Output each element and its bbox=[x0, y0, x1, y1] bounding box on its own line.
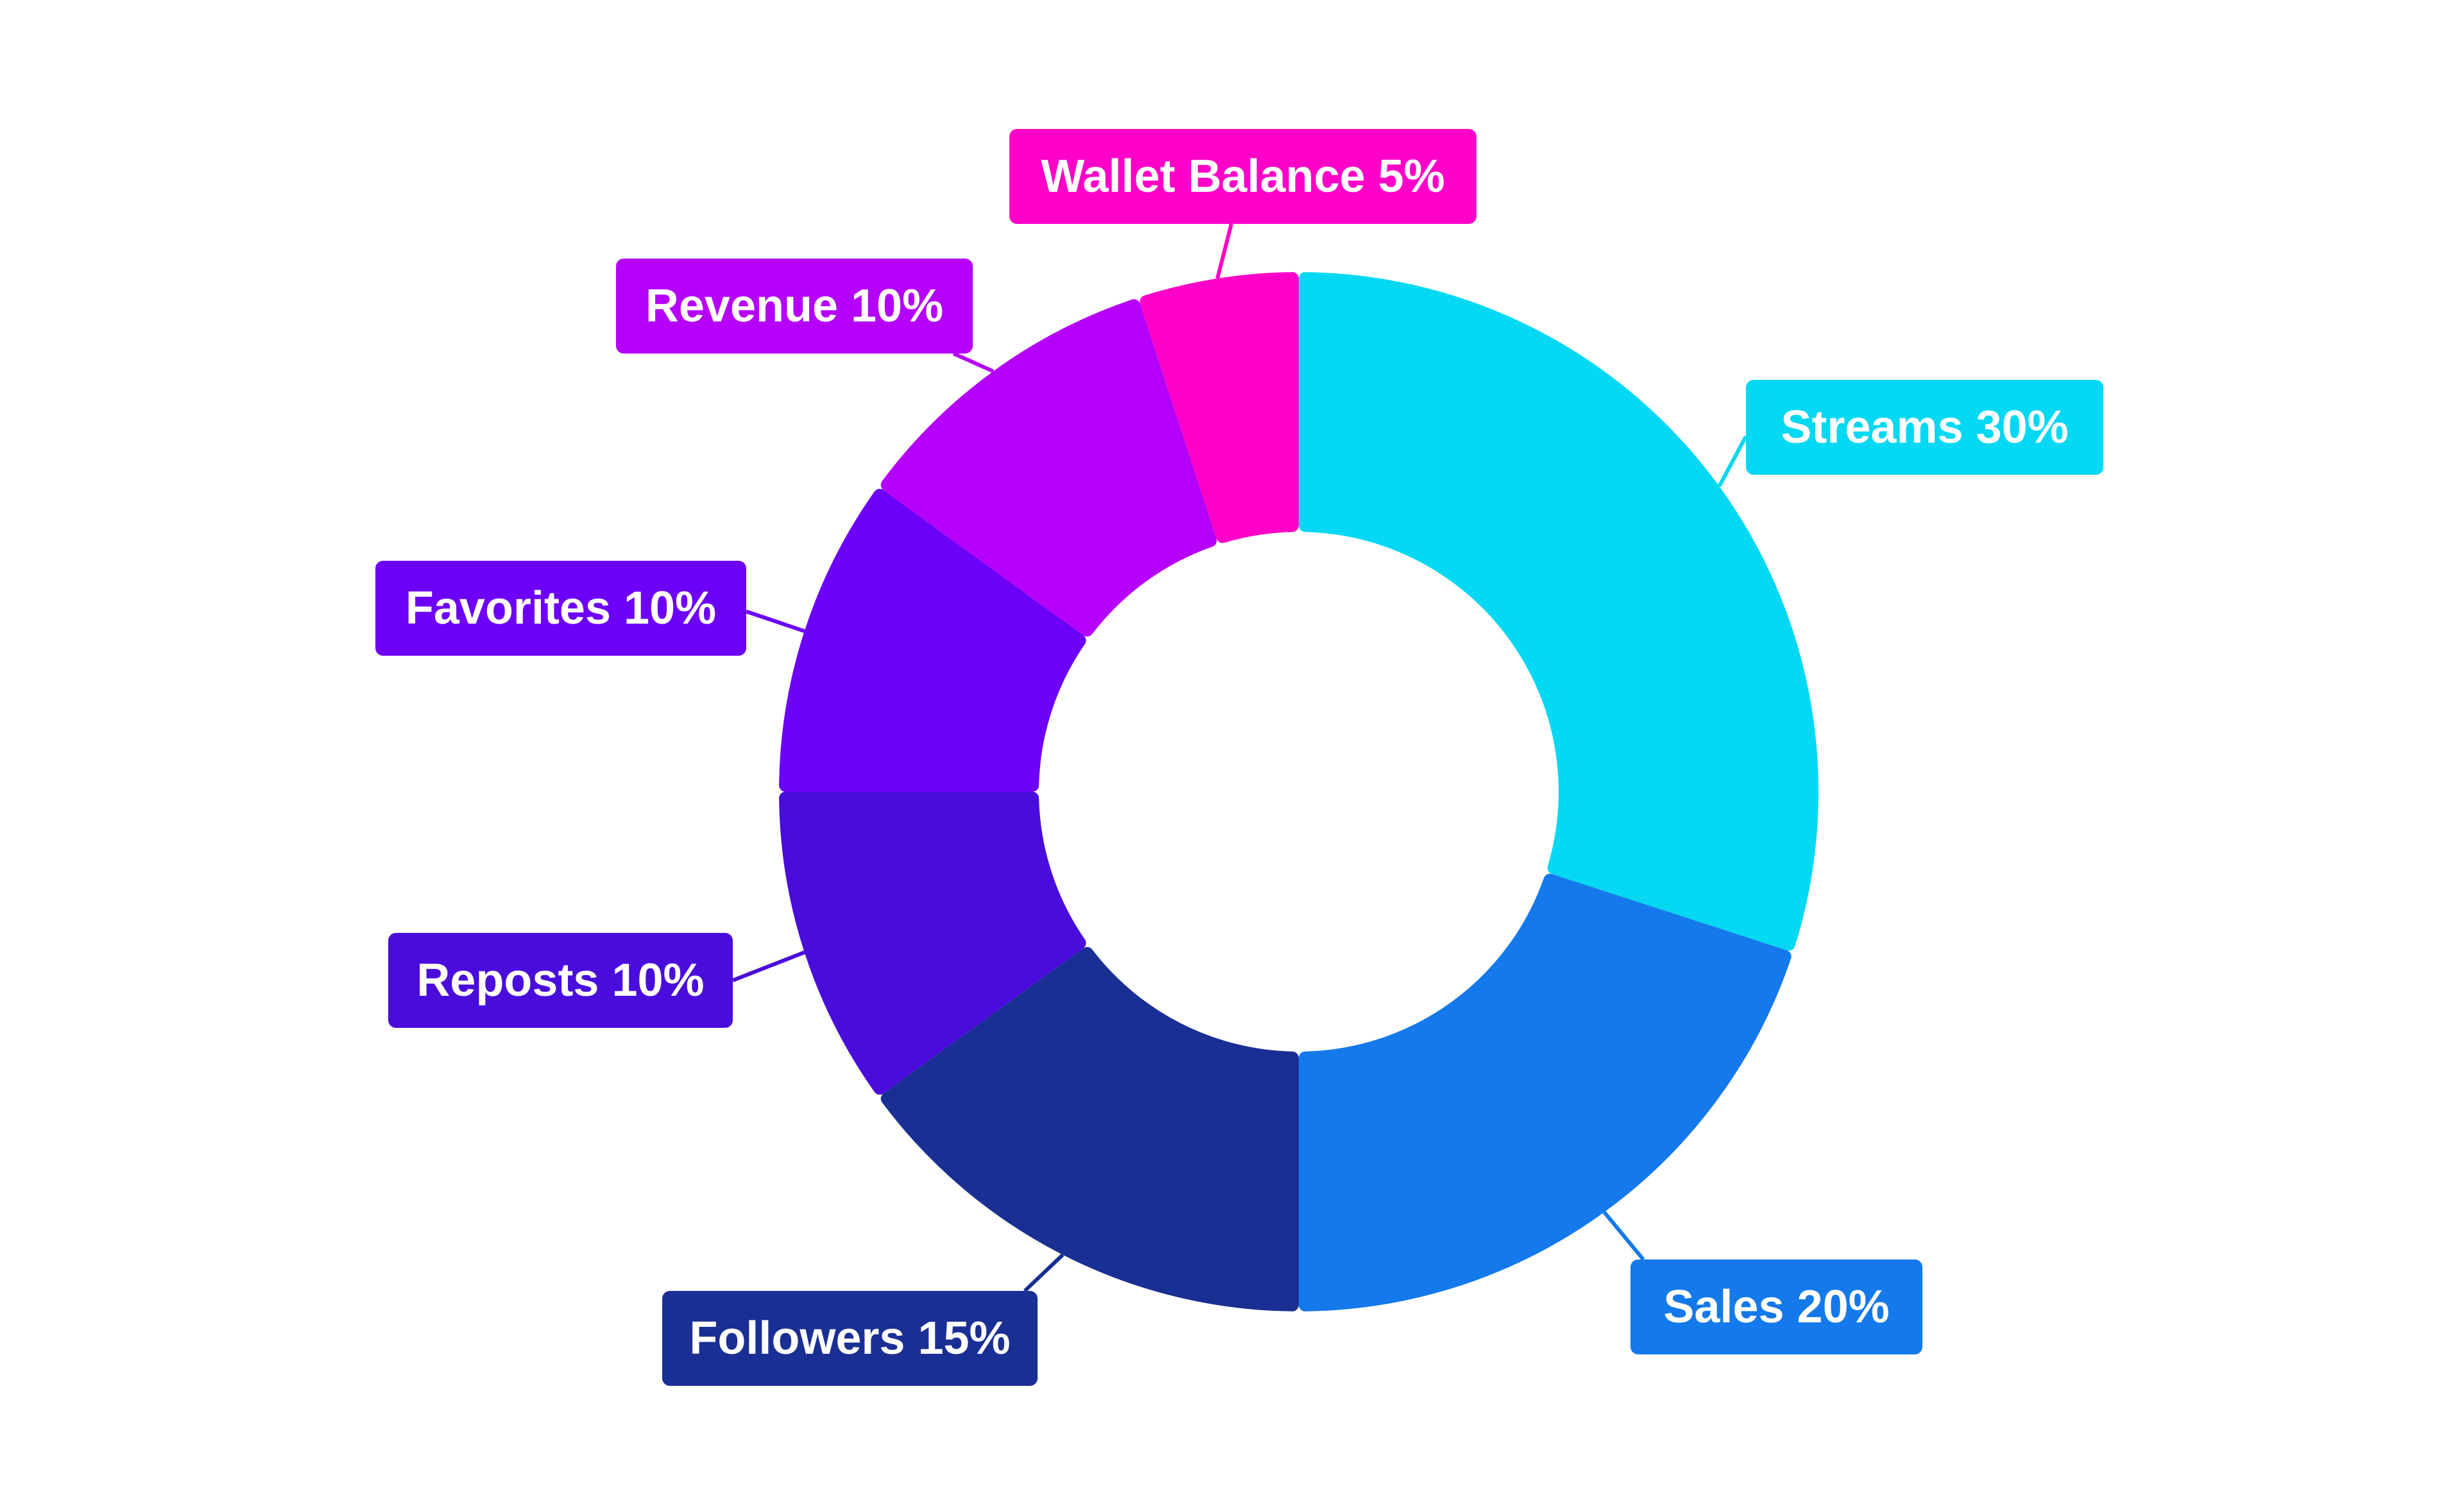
leader-line bbox=[732, 950, 805, 982]
slice-label-box bbox=[388, 933, 733, 1028]
slice-label-box bbox=[1746, 380, 2103, 475]
slice-label-box bbox=[616, 259, 973, 354]
donut-slice bbox=[779, 792, 1086, 1095]
slice-label: Favorites 10% bbox=[406, 583, 716, 634]
slice-label-box bbox=[375, 561, 746, 656]
leader-line bbox=[746, 610, 805, 633]
slice-label: Sales 20% bbox=[1663, 1281, 1889, 1333]
donut-slice bbox=[1299, 873, 1792, 1311]
slice-label: Followers 15% bbox=[689, 1313, 1010, 1364]
slice-label-box bbox=[1009, 129, 1476, 224]
donut-slice bbox=[779, 488, 1086, 792]
slice-label: Revenue 10% bbox=[646, 280, 943, 332]
donut-segments bbox=[779, 272, 1818, 1311]
slice-label: Streams 30% bbox=[1781, 402, 2068, 453]
slice-label-box bbox=[662, 1291, 1038, 1386]
leader-line bbox=[1717, 435, 1748, 488]
donut-slice bbox=[1299, 272, 1818, 951]
donut-slice bbox=[1140, 272, 1299, 543]
donut-slice bbox=[880, 299, 1217, 637]
slice-label: Reposts 10% bbox=[416, 955, 704, 1006]
slice-label-box bbox=[1630, 1259, 1922, 1354]
slice-labels: Streams 30% Sales 20% Followers 15% Reposts… bbox=[375, 129, 2103, 1386]
leader-line bbox=[952, 352, 995, 373]
leader-line bbox=[1215, 223, 1233, 279]
donut-slice bbox=[880, 946, 1299, 1311]
slice-label: Wallet Balance 5% bbox=[1041, 151, 1445, 202]
leader-line bbox=[1602, 1211, 1645, 1261]
leader-line bbox=[1023, 1253, 1065, 1293]
